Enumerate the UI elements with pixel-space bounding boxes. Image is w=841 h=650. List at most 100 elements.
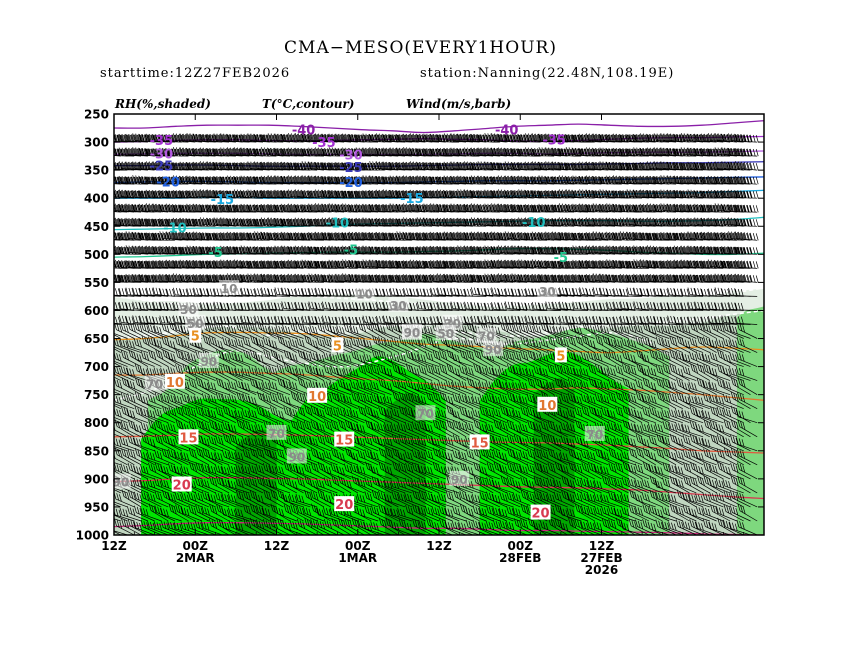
temp-label-box-27	[469, 434, 490, 450]
legend-wind: Wind(m/s,barb)	[406, 97, 511, 111]
temp-label-20: 5	[333, 339, 342, 354]
temp-label-10: -20	[339, 176, 363, 191]
rh-label-box-2	[388, 296, 409, 312]
wind-barb-row-550	[114, 273, 759, 283]
temp-label-22: 10	[166, 376, 184, 391]
wind-barb-row-875	[114, 447, 758, 466]
y-tick-label-600: 600	[84, 304, 109, 318]
temp-label-16: -5	[208, 246, 222, 261]
x-tick-label-24-2: 2026	[585, 563, 618, 577]
wind-barb-row-575	[114, 287, 758, 297]
legend-temp: T(°C,contour)	[262, 97, 354, 111]
temp-label-box-22	[164, 373, 185, 389]
rh-label-15: 90	[288, 450, 305, 464]
wind-barb-row-475	[114, 231, 759, 241]
temp-label-box-25	[178, 429, 199, 445]
temp-label-12: -15	[400, 192, 424, 207]
temp-label-18: -5	[554, 251, 568, 266]
wind-barb-row-425	[114, 203, 759, 213]
rh-label-box-11	[415, 405, 436, 421]
wind-barb-row-350	[114, 161, 759, 171]
wind-barb-row-975	[114, 503, 758, 522]
rh-label-8: 70	[146, 377, 163, 391]
temp-label-6: -30	[339, 148, 363, 163]
x-tick-label-60-0: 00Z	[345, 539, 371, 553]
temp-label-9: -20	[156, 175, 180, 190]
temp-label-7: -25	[150, 160, 174, 175]
temp-label-14: -10	[326, 216, 350, 231]
y-tick-label-650: 650	[84, 332, 109, 346]
x-tick-label-36-1: 28FEB	[499, 551, 541, 565]
x-tick-label-60-1: 1MAR	[338, 551, 377, 565]
wind-barbs	[114, 133, 759, 535]
temp-label-28: 20	[173, 478, 191, 493]
temp-label-13: -10	[163, 221, 187, 236]
temp-label-box-29	[334, 496, 355, 512]
temp-label-19: 5	[191, 330, 200, 345]
rh-label-box-6	[185, 314, 206, 330]
wind-barb-row-500	[114, 245, 759, 255]
start-time-label: starttime:12Z27FEB2026	[100, 66, 291, 81]
temp-label-2: -35	[150, 134, 174, 149]
wind-barb-row-525	[114, 259, 759, 269]
y-tick-label-900: 900	[84, 472, 109, 486]
y-tick-label-350: 350	[84, 164, 109, 178]
station-label: station:Nanning(22.48N,108.19E)	[420, 66, 675, 81]
temp-label-27: 15	[471, 436, 489, 451]
rh-label-box-19	[483, 341, 504, 357]
y-tick-label-950: 950	[84, 500, 109, 514]
wind-barb-row-300	[114, 133, 759, 143]
rh-label-6: 50	[187, 317, 204, 331]
y-tick-label-1000: 1000	[76, 529, 109, 543]
rh-label-box-0	[219, 280, 240, 296]
wind-barb-row-725	[114, 363, 758, 381]
rh-label-9: 70	[268, 427, 285, 441]
y-tick-label-750: 750	[84, 388, 109, 402]
wind-barb-row-450	[114, 217, 759, 227]
wind-barb-row-675	[114, 335, 758, 353]
x-tick-label-24-1: 27FEB	[580, 551, 622, 565]
rh-label-14: 90	[200, 355, 217, 369]
temp-label-26: 15	[335, 434, 353, 449]
temp-label-15: -10	[522, 216, 546, 231]
rh-label-box-7	[435, 324, 456, 340]
x-tick-label-24-0: 12Z	[589, 539, 615, 553]
rh-label-box-5	[178, 300, 199, 316]
rh-label-box-16	[401, 323, 422, 339]
rh-label-box-12	[476, 327, 497, 343]
wind-barb-row-325	[114, 147, 759, 157]
rh-label-box-4	[537, 282, 558, 298]
temp-contour-15	[114, 433, 764, 454]
y-tick-label-700: 700	[84, 360, 109, 374]
wind-barb-row-375	[114, 175, 759, 185]
temp-label-5: -30	[150, 147, 174, 162]
wind-barb-row-800	[114, 405, 758, 424]
rh-label-2: 30	[390, 299, 407, 313]
rh-label-18: 90	[112, 476, 129, 490]
y-tick-label-850: 850	[84, 444, 109, 458]
temp-label-box-28	[171, 476, 192, 492]
temp-label-box-26	[334, 431, 355, 447]
wind-barb-row-950	[114, 489, 758, 508]
x-tick-label-96-0: 12Z	[101, 539, 127, 553]
rh-label-7: 50	[437, 327, 454, 341]
y-tick-label-550: 550	[84, 276, 109, 290]
contour-labels: -40 -40-35 -35 -35-30 -30-25 -25-20 -20-15 -15-…	[110, 124, 605, 522]
temp-label-25: 15	[179, 431, 197, 446]
wind-barb-row-850	[114, 433, 758, 452]
rh-label-5: 30	[180, 303, 197, 317]
y-tick-label-250: 250	[84, 108, 109, 122]
x-tick-label-72-0: 12Z	[264, 539, 290, 553]
temp-label-box-21	[554, 347, 567, 363]
rh-label-16: 90	[404, 326, 421, 340]
temp-label-box-30	[530, 504, 551, 520]
temp-label-box-20	[331, 337, 344, 353]
rh-label-17: 90	[451, 473, 468, 487]
x-tick-label-84-1: 2MAR	[176, 551, 215, 565]
temp-label-30: 20	[532, 507, 550, 522]
rh-label-4: 30	[539, 285, 556, 299]
y-tick-label-500: 500	[84, 248, 109, 262]
rh-95-region-b	[384, 392, 426, 535]
temp-label-box-23	[307, 387, 328, 403]
